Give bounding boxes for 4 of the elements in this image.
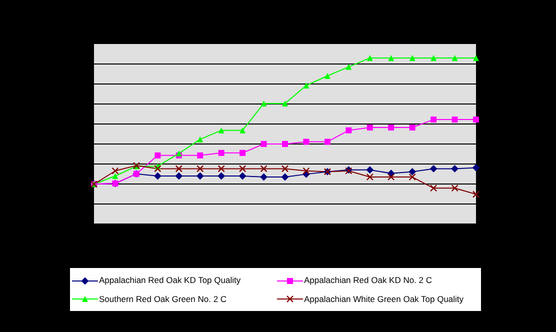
legend-label: Appalachian Red Oak KD No. 2 C [304, 274, 432, 285]
legend-label: Appalachian Red Oak KD Top Quality [99, 274, 241, 285]
legend-label: Southern Red Oak Green No. 2 C [99, 294, 227, 304]
legend-label: Appalachian White Green Oak Top Quality [304, 294, 464, 304]
